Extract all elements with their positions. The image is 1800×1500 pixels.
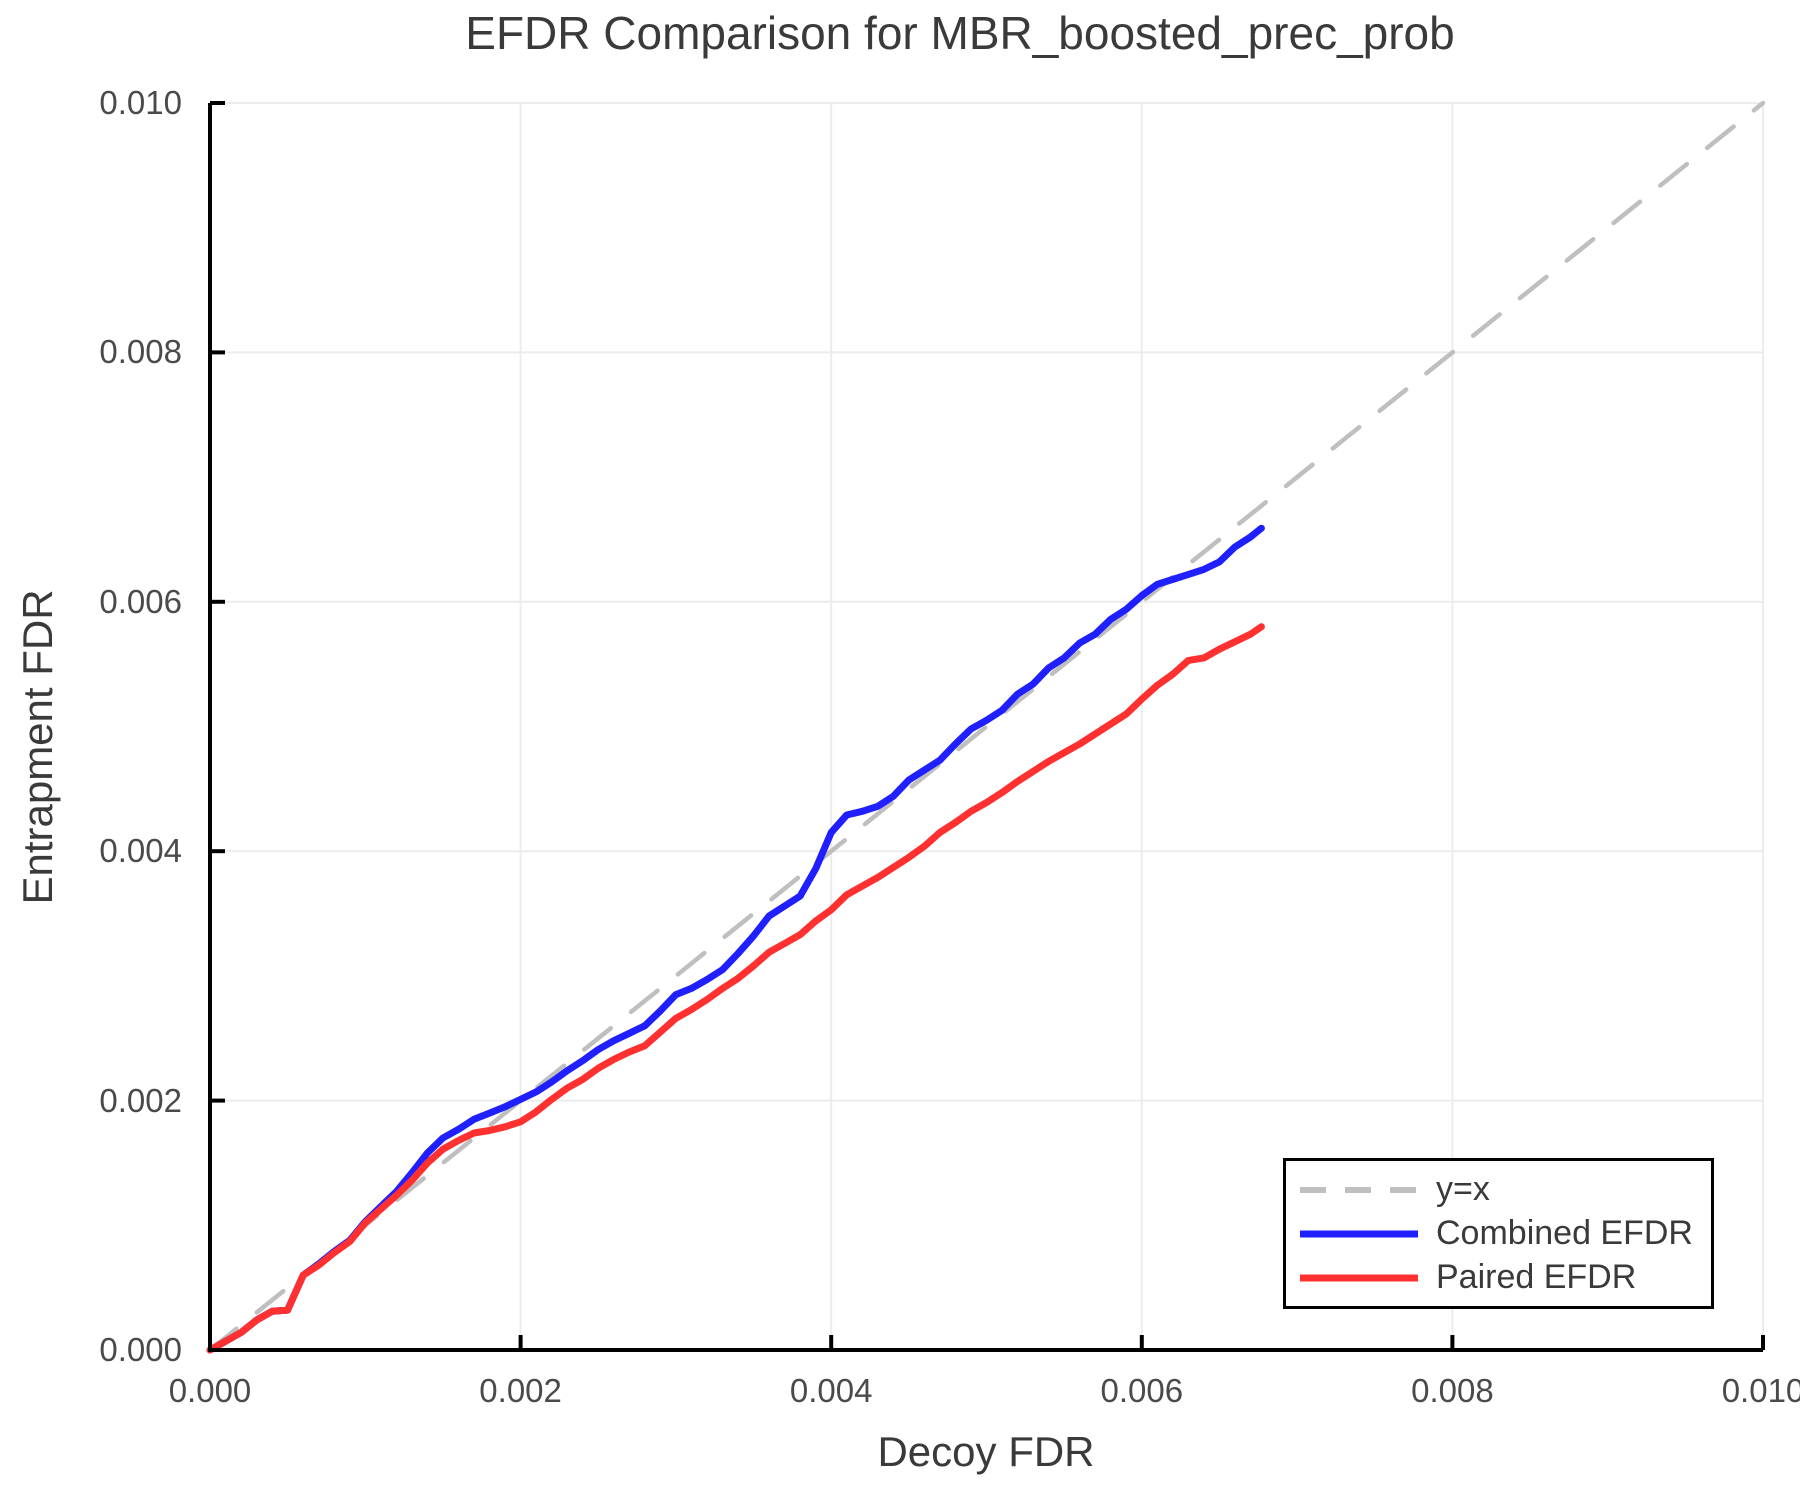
legend-entry-combined: Combined EFDR: [1300, 1214, 1697, 1253]
y-tick-label: 0.000: [99, 1331, 182, 1368]
x-tick-label: 0.004: [789, 1372, 873, 1409]
y-tick-label: 0.008: [99, 333, 182, 371]
x-tick-label: 0.008: [1411, 1372, 1494, 1409]
identity-line: [207, 100, 1766, 1353]
y-tick-label: 0.002: [99, 1081, 182, 1119]
chart-title: EFDR Comparison for MBR_boosted_prec_pro…: [465, 7, 1455, 59]
legend-label-paired: Paired EFDR: [1436, 1258, 1637, 1296]
legend-label-identity: y=x: [1436, 1170, 1490, 1208]
legend-label-combined: Combined EFDR: [1436, 1214, 1693, 1252]
y-axis-label: Entrapment FDR: [14, 589, 61, 905]
legend-dashed-line-icon: [1300, 1186, 1418, 1193]
x-tick-label: 0.010: [1721, 1372, 1800, 1409]
legend-red-line-icon: [1300, 1274, 1418, 1281]
legend-entry-paired: Paired EFDR: [1300, 1258, 1697, 1297]
legend-box: y=x Combined EFDR Paired EFDR: [1283, 1158, 1714, 1309]
legend-entry-identity: y=x: [1300, 1170, 1697, 1209]
y-tick-label: 0.004: [99, 832, 182, 870]
combined-efdr-line: [206, 524, 1265, 1354]
y-tick-label: 0.010: [99, 84, 182, 121]
x-tick-label: 0.006: [1100, 1372, 1184, 1409]
legend-blue-line-icon: [1300, 1230, 1418, 1237]
x-axis-label: Decoy FDR: [877, 1428, 1095, 1475]
x-tick-label: 0.000: [168, 1372, 252, 1409]
paired-efdr-line: [206, 623, 1265, 1354]
x-tick-label: 0.002: [479, 1372, 562, 1409]
y-tick-label: 0.006: [99, 582, 182, 620]
